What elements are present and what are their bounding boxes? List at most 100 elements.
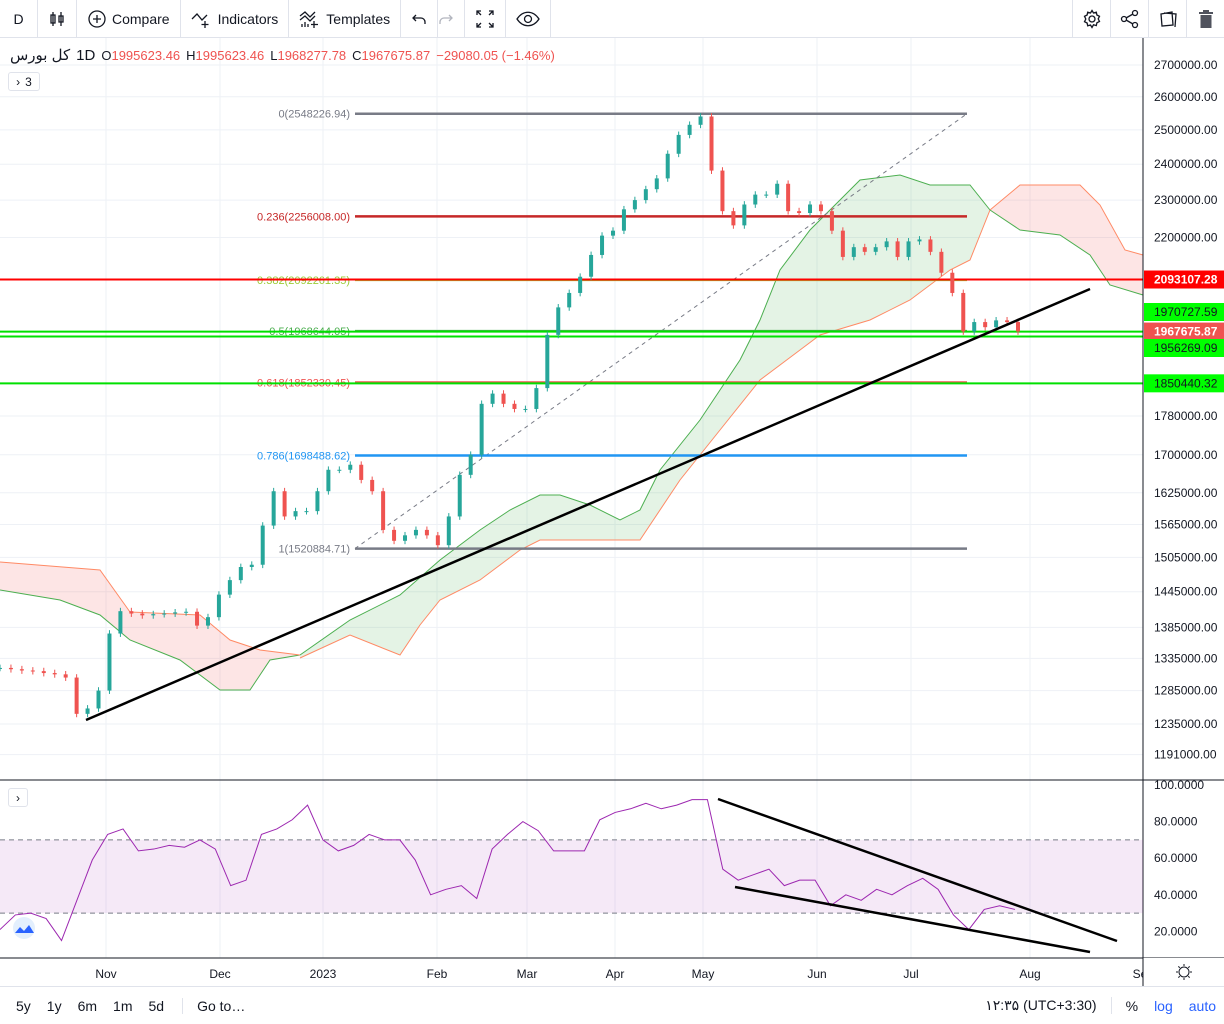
candle-body bbox=[687, 124, 692, 135]
settings-button[interactable] bbox=[1072, 0, 1110, 38]
price-tick-label: 1191000.00 bbox=[1154, 748, 1217, 762]
indicators-icon bbox=[191, 12, 209, 28]
fib-level-label: 0.382(2092261.35) bbox=[257, 275, 350, 287]
notes-button[interactable] bbox=[1148, 0, 1186, 38]
candle-body bbox=[424, 529, 429, 536]
candle-body bbox=[523, 408, 528, 410]
candle-body bbox=[600, 235, 605, 255]
percent-toggle[interactable]: % bbox=[1125, 997, 1139, 1014]
rsi-toggle-button[interactable]: › bbox=[8, 788, 28, 807]
candle-body bbox=[764, 194, 769, 196]
chevron-right-icon: › bbox=[16, 790, 20, 805]
candle-body bbox=[720, 170, 725, 212]
change-value: −29080.05 (−1.46%) bbox=[436, 47, 555, 63]
candle-body bbox=[961, 292, 966, 332]
candle-body bbox=[840, 230, 845, 257]
candle-body bbox=[698, 116, 703, 125]
gear-icon bbox=[1083, 9, 1100, 29]
candle-body bbox=[972, 322, 977, 332]
price-tick-label: 2400000.00 bbox=[1154, 157, 1218, 171]
rsi-tick-label: 20.0000 bbox=[1154, 924, 1198, 938]
candle-body bbox=[238, 566, 243, 581]
fib-level-label: 0(2548226.94) bbox=[278, 109, 350, 121]
price-tick-label: 1565000.00 bbox=[1154, 517, 1218, 531]
candle-body bbox=[610, 230, 615, 236]
tradingview-logo-icon bbox=[13, 917, 35, 939]
chart-type-button[interactable] bbox=[38, 0, 77, 38]
range-1y[interactable]: 1y bbox=[46, 997, 62, 1014]
price-tick-label: 2600000.00 bbox=[1154, 90, 1218, 104]
fib-trend-line bbox=[354, 113, 968, 549]
candle-body bbox=[632, 200, 637, 210]
indicators-toggle-button[interactable]: › 3 bbox=[8, 72, 40, 91]
symbol-name[interactable]: کل بورس bbox=[10, 47, 71, 64]
rsi-tick-label: 40.0000 bbox=[1154, 888, 1198, 902]
log-toggle[interactable]: log bbox=[1154, 997, 1173, 1014]
candle-body bbox=[129, 611, 134, 614]
delete-button[interactable] bbox=[1186, 0, 1224, 38]
price-tick-label: 2300000.00 bbox=[1154, 193, 1218, 207]
redo-button[interactable] bbox=[428, 0, 466, 38]
indicators-button[interactable]: Indicators bbox=[181, 0, 290, 38]
eye-icon bbox=[516, 11, 540, 26]
candle-body bbox=[808, 204, 813, 214]
candle-body bbox=[74, 677, 79, 714]
range-5d[interactable]: 5d bbox=[148, 997, 165, 1014]
compare-button[interactable]: Compare bbox=[77, 0, 181, 38]
candle-body bbox=[1005, 320, 1010, 323]
ichimoku-cloud-bullish bbox=[300, 175, 990, 658]
axis-settings-icon[interactable] bbox=[1176, 964, 1192, 980]
auto-toggle[interactable]: auto bbox=[1188, 997, 1216, 1014]
candle-body bbox=[731, 211, 736, 226]
rsi-tick-label: 60.0000 bbox=[1154, 851, 1198, 865]
time-tick-label: Jul bbox=[903, 967, 918, 981]
templates-button[interactable]: Templates bbox=[289, 0, 402, 38]
symbol-legend: کل بورس 1D O1995623.46 H1995623.46 L1968… bbox=[10, 46, 555, 65]
price-badge-label: 1956269.09 bbox=[1154, 341, 1218, 355]
range-6m[interactable]: 6m bbox=[77, 997, 98, 1014]
candle-body bbox=[873, 247, 878, 252]
goto-button[interactable]: Go to… bbox=[182, 997, 253, 1014]
visibility-button[interactable] bbox=[506, 0, 552, 38]
candle-body bbox=[446, 516, 451, 546]
high-value: 1995623.46 bbox=[195, 47, 265, 63]
chart-canvas[interactable]: 2700000.00 2600000.00 2500000.00 2400000.00… bbox=[0, 38, 1224, 986]
candle-body bbox=[392, 529, 397, 541]
candle-body bbox=[895, 241, 900, 257]
range-5y[interactable]: 5y bbox=[16, 997, 31, 1014]
candle-body bbox=[271, 491, 276, 526]
price-tick-label: 1700000.00 bbox=[1154, 448, 1218, 462]
undo-button[interactable] bbox=[401, 0, 439, 38]
fullscreen-button[interactable] bbox=[465, 0, 507, 38]
candle-body bbox=[818, 204, 823, 212]
candle-body bbox=[8, 667, 13, 670]
interval-button[interactable]: D bbox=[0, 0, 38, 38]
share-button[interactable] bbox=[1110, 0, 1148, 38]
range-1m[interactable]: 1m bbox=[113, 997, 133, 1014]
candle-body bbox=[63, 674, 68, 678]
candle-body bbox=[315, 491, 320, 512]
candle-body bbox=[928, 239, 933, 252]
interval-label: D bbox=[13, 10, 24, 27]
low-value: 1968277.78 bbox=[277, 47, 347, 63]
price-tick-label: 1625000.00 bbox=[1154, 486, 1218, 500]
ichimoku-span-line bbox=[299, 174, 991, 656]
candle-body bbox=[0, 667, 2, 669]
rsi-tick-label: 80.0000 bbox=[1154, 815, 1198, 829]
price-tick-label: 1780000.00 bbox=[1154, 409, 1218, 423]
timezone-button[interactable]: ۱۲:۳۵ (UTC+3:30) bbox=[977, 997, 1112, 1014]
candle-body bbox=[19, 669, 24, 671]
candle-body bbox=[30, 670, 35, 672]
candle-body bbox=[118, 611, 123, 634]
price-tick-label: 1285000.00 bbox=[1154, 684, 1218, 698]
price-badge bbox=[1144, 270, 1224, 289]
fib-level-label: 0.786(1698488.62) bbox=[257, 451, 350, 463]
candle-body bbox=[545, 334, 550, 389]
candle-body bbox=[742, 204, 747, 226]
price-badge-label: 1970727.59 bbox=[1154, 305, 1218, 319]
ichimoku-span-line bbox=[0, 561, 301, 656]
candle-body bbox=[578, 276, 583, 293]
time-tick-label: Mar bbox=[517, 967, 538, 981]
candle-body bbox=[512, 403, 517, 409]
rsi-band bbox=[0, 839, 1143, 914]
